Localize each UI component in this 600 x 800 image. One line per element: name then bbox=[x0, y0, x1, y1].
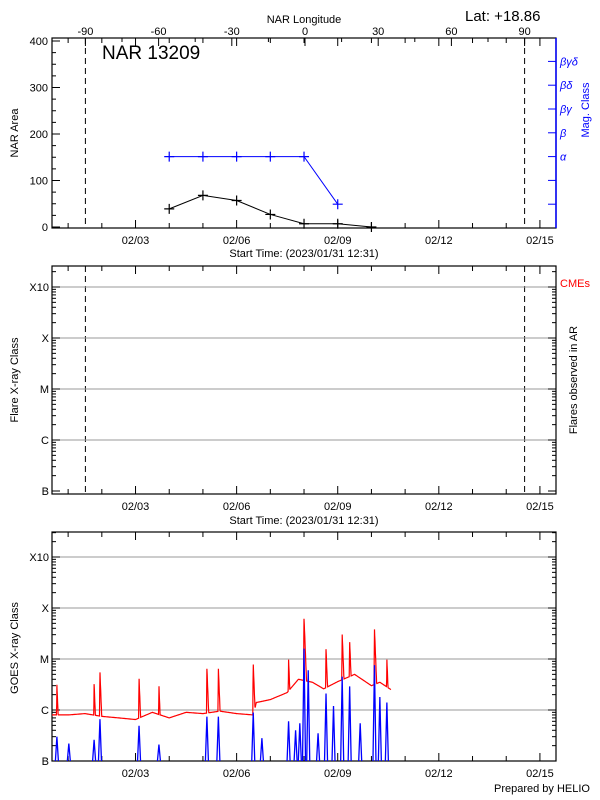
x-tick-label: 02/12 bbox=[425, 235, 453, 247]
mag-class-point bbox=[332, 199, 343, 210]
x-axis-label-1: Start Time: (2023/01/31 12:31) bbox=[229, 248, 378, 260]
mag-class-point bbox=[265, 151, 276, 162]
y2-axis-label-mag: Mag. Class bbox=[580, 82, 592, 138]
x-tick-label: 02/03 bbox=[122, 501, 150, 513]
mag-class-point bbox=[231, 151, 242, 162]
goes-short-channel-spike bbox=[286, 721, 291, 762]
y-tick-label: X bbox=[42, 333, 50, 345]
y-tick-label: 400 bbox=[30, 36, 48, 48]
y2-axis-label-flares-ar: Flares observed in AR bbox=[568, 326, 580, 434]
y-tick-label: M bbox=[40, 654, 49, 666]
area-point bbox=[197, 190, 208, 201]
x-tick-label: 02/03 bbox=[122, 235, 150, 247]
mag-class-point bbox=[197, 151, 208, 162]
top-tick-label: -90 bbox=[77, 26, 93, 38]
x-tick-label: 02/09 bbox=[324, 768, 352, 780]
goes-short-channel-spike bbox=[347, 686, 352, 762]
top-tick-label: 30 bbox=[372, 26, 384, 38]
goes-short-channel-spike bbox=[293, 730, 298, 762]
y-tick-label: X10 bbox=[29, 552, 49, 564]
y-tick-label: C bbox=[41, 435, 49, 447]
goes-long-channel-line bbox=[52, 618, 392, 721]
x-tick-label: 02/06 bbox=[223, 768, 251, 780]
top-tick-label: -60 bbox=[151, 26, 167, 38]
x-tick-label: 02/12 bbox=[425, 768, 453, 780]
area-point bbox=[164, 203, 175, 214]
mag-tick-label: βγδ bbox=[559, 56, 579, 68]
goes-short-channel-spike bbox=[54, 736, 60, 762]
y-tick-label: X10 bbox=[29, 282, 49, 294]
y-tick-label: 300 bbox=[30, 83, 48, 95]
y-tick-label: C bbox=[41, 705, 49, 717]
y-axis-label-goes: GOES X-ray Class bbox=[9, 602, 21, 694]
goes-short-channel-spike bbox=[358, 723, 363, 762]
plot-frame-1 bbox=[51, 37, 557, 229]
top-axis-label: NAR Longitude bbox=[267, 14, 342, 26]
plot-frame-2 bbox=[51, 265, 557, 495]
goes-short-channel-spike bbox=[315, 733, 321, 762]
top-tick-label: 90 bbox=[518, 26, 530, 38]
goes-short-channel-spike bbox=[259, 738, 265, 762]
goes-short-channel-spike bbox=[340, 676, 345, 762]
goes-short-channel-spike bbox=[136, 725, 142, 762]
area-point bbox=[299, 218, 310, 229]
goes-short-channel-spike bbox=[323, 693, 329, 762]
mag-class-point bbox=[299, 151, 310, 162]
area-point bbox=[231, 195, 242, 206]
goes-short-channel-spike bbox=[306, 670, 311, 762]
x-tick-label: 02/15 bbox=[526, 235, 554, 247]
y-tick-label: B bbox=[42, 756, 49, 768]
lat-label: Lat: +18.86 bbox=[465, 8, 540, 25]
mag-class-point bbox=[164, 151, 175, 162]
mag-tick-label: α bbox=[560, 152, 567, 164]
goes-short-channel-spike bbox=[156, 744, 162, 762]
y-tick-label: 100 bbox=[30, 176, 48, 188]
goes-short-channel-spike bbox=[91, 739, 97, 762]
goes-short-channel-spike bbox=[251, 712, 256, 762]
y-tick-label: 200 bbox=[30, 129, 48, 141]
top-tick-label: 0 bbox=[302, 26, 308, 38]
goes-short-channel-spike bbox=[204, 716, 210, 762]
y-tick-label: X bbox=[42, 603, 50, 615]
goes-short-channel-spike bbox=[377, 696, 382, 762]
x-tick-label: 02/15 bbox=[526, 768, 554, 780]
footer-prepared-by: Prepared by HELIO bbox=[494, 783, 590, 795]
x-axis-label-2: Start Time: (2023/01/31 12:31) bbox=[229, 515, 378, 527]
cme-label: CMEs bbox=[560, 278, 590, 290]
area-point bbox=[332, 218, 343, 229]
mag-tick-label: β bbox=[559, 128, 567, 140]
area-point bbox=[366, 222, 377, 232]
x-tick-label: 02/12 bbox=[425, 501, 453, 513]
goes-short-channel-spike bbox=[301, 648, 307, 762]
chart-title: NAR 13209 bbox=[102, 43, 200, 64]
mag-tick-label: βγ bbox=[559, 104, 573, 116]
mag-tick-label: βδ bbox=[559, 80, 573, 92]
x-tick-label: 02/06 bbox=[223, 235, 251, 247]
area-point bbox=[265, 209, 276, 220]
goes-short-channel-spike bbox=[372, 665, 377, 762]
x-tick-label: 02/09 bbox=[324, 501, 352, 513]
y-tick-label: 0 bbox=[42, 222, 48, 234]
x-tick-label: 02/06 bbox=[223, 501, 251, 513]
goes-short-channel-spike bbox=[297, 723, 302, 762]
x-tick-label: 02/09 bbox=[324, 235, 352, 247]
goes-short-channel-spike bbox=[384, 702, 390, 762]
y-tick-label: B bbox=[42, 486, 49, 498]
y-axis-label-flare: Flare X-ray Class bbox=[9, 337, 21, 422]
top-tick-label: -30 bbox=[224, 26, 240, 38]
goes-short-channel-spike bbox=[97, 719, 103, 762]
goes-short-channel-spike bbox=[216, 716, 221, 762]
x-tick-label: 02/15 bbox=[526, 501, 554, 513]
goes-short-channel-spike bbox=[66, 743, 71, 762]
goes-short-channel-spike bbox=[331, 705, 336, 762]
mag-class-line bbox=[169, 156, 339, 205]
x-tick-label: 02/03 bbox=[122, 768, 150, 780]
y-axis-label-area: NAR Area bbox=[9, 108, 21, 158]
y-tick-label: M bbox=[40, 384, 49, 396]
top-tick-label: 60 bbox=[445, 26, 457, 38]
